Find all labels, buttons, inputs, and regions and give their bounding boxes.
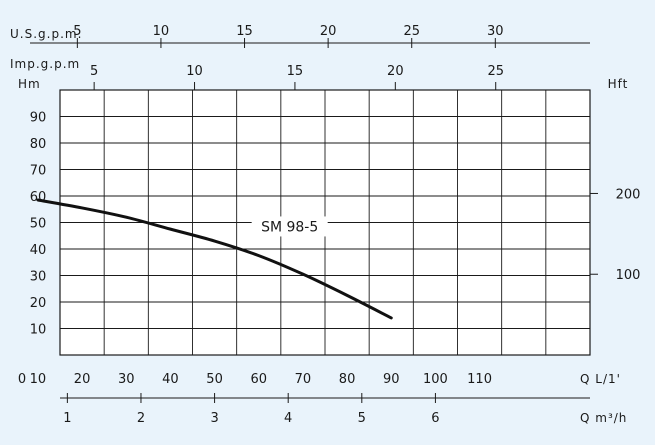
curve-point — [301, 272, 305, 276]
us-gpm-tick-label: 30 — [487, 24, 504, 39]
imp-gpm-tick-label: 5 — [90, 64, 98, 79]
curve-point — [257, 254, 260, 257]
head-m-tick-label: 60 — [30, 190, 47, 205]
us-gpm-tick-label: 15 — [236, 24, 253, 39]
q-lpm-tick-label: 0 — [18, 372, 26, 387]
q-lpm-tick-label: 70 — [295, 372, 312, 387]
q-lpm-axis-title: Q L/1' — [580, 372, 621, 386]
q-lpm-tick-label: 50 — [206, 372, 223, 387]
head-m-tick-label: 30 — [30, 270, 47, 285]
head-m-tick-label: 70 — [30, 164, 47, 179]
plot-frame — [59, 89, 591, 356]
q-lpm-tick-label: 20 — [74, 372, 91, 387]
series-label: SM 98-5 — [261, 219, 318, 235]
q-lpm-tick-label: 90 — [383, 372, 400, 387]
q-lpm-tick-label: 30 — [118, 372, 135, 387]
head-m-tick-label: 80 — [30, 137, 47, 152]
q-m3h-tick-label: 2 — [137, 411, 145, 426]
chart-series: SM 98-5 — [36, 198, 393, 320]
imp-gpm-tick-label: 25 — [487, 64, 504, 79]
head-m-tick-label: 50 — [30, 217, 47, 232]
q-m3h-tick-label: 4 — [284, 411, 292, 426]
head-m-tick-label: 90 — [30, 111, 47, 126]
curve-point — [213, 239, 216, 243]
head-m-tick-label: 10 — [30, 323, 47, 338]
us-gpm-tick-label: 20 — [320, 24, 337, 39]
imp-gpm-tick-label: 15 — [287, 64, 304, 79]
head-ft-tick-label: 200 — [616, 187, 641, 202]
head-m-axis-title: Hm — [18, 77, 41, 91]
us-gpm-tick-label: 25 — [403, 24, 420, 39]
us-gpm-tick-label: 10 — [153, 24, 170, 39]
q-m3h-axis-title: Q m³/h — [580, 411, 627, 425]
series-label-background — [251, 216, 328, 237]
curve-point — [390, 316, 393, 320]
q-m3h-tick-label: 5 — [358, 411, 366, 426]
us-gpm-axis-title: U.S.g.p.m. — [10, 27, 82, 41]
q-lpm-tick-label: 110 — [467, 372, 492, 387]
chart-axes — [30, 42, 590, 399]
q-lpm-tick-label: 60 — [250, 372, 267, 387]
curve-point — [345, 294, 349, 297]
q-lpm-tick-label: 10 — [30, 372, 47, 387]
chart-ticks — [66, 38, 598, 403]
curve-point — [36, 198, 40, 202]
q-m3h-tick-label: 6 — [431, 411, 439, 426]
q-lpm-tick-label: 80 — [339, 372, 356, 387]
curve-point — [125, 216, 128, 219]
head-ft-axis-title: Hft — [608, 77, 629, 91]
us-gpm-tick-label: 5 — [73, 24, 81, 39]
q-lpm-tick-label: 40 — [162, 372, 179, 387]
curve-point — [169, 227, 172, 231]
curve-point — [80, 206, 84, 210]
head-m-tick-label: 40 — [30, 243, 47, 258]
q-lpm-tick-label: 100 — [423, 372, 448, 387]
q-m3h-tick-label: 3 — [210, 411, 218, 426]
q-m3h-tick-label: 1 — [63, 411, 71, 426]
head-ft-tick-label: 100 — [616, 268, 641, 283]
imp-gpm-axis-title: Imp.g.p.m — [10, 57, 80, 71]
imp-gpm-tick-label: 20 — [387, 64, 404, 79]
imp-gpm-tick-label: 10 — [186, 64, 203, 79]
head-m-tick-label: 20 — [30, 296, 47, 311]
